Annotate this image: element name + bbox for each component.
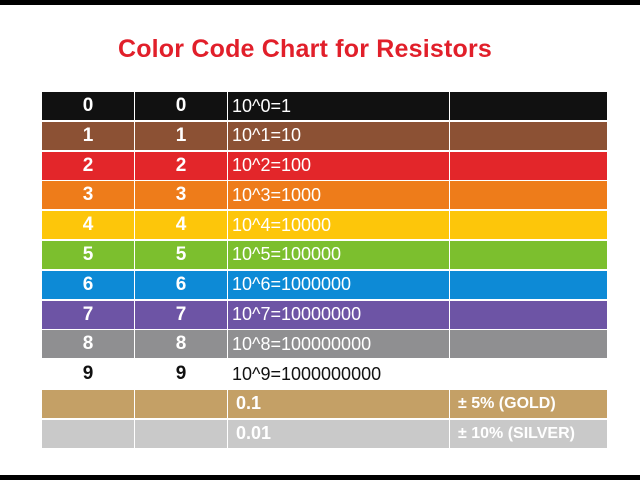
multiplier-cell: 10^3=1000 bbox=[228, 181, 450, 210]
multiplier-cell: 0.01 bbox=[228, 419, 450, 448]
digit-cell: 9 bbox=[82, 363, 94, 385]
table-row-silver: 0.01 ± 10% (SILVER) bbox=[42, 419, 607, 448]
multiplier-cell: 10^7=10000000 bbox=[228, 300, 450, 329]
significant-cell: 6 bbox=[135, 270, 228, 299]
digit-cell: 3 bbox=[42, 181, 135, 210]
significant-cell: 9 bbox=[175, 363, 187, 385]
tolerance-cell bbox=[450, 301, 607, 329]
multiplier-cell: 10^8=100000000 bbox=[228, 330, 450, 359]
table-row-blue: 6 6 10^6=1000000 bbox=[42, 270, 607, 299]
tolerance-cell bbox=[450, 360, 607, 388]
digit-cell: 6 bbox=[42, 270, 135, 299]
significant-cell: 7 bbox=[135, 300, 228, 329]
tolerance-cell bbox=[450, 211, 607, 239]
tolerance-cell bbox=[450, 122, 607, 150]
table-row-violet: 7 7 10^7=10000000 bbox=[42, 300, 607, 329]
significant-cell: 3 bbox=[135, 181, 228, 210]
multiplier-cell: 10^6=1000000 bbox=[228, 270, 450, 299]
multiplier-cell: 10^1=10 bbox=[228, 121, 450, 150]
multiplier-cell: 0.1 bbox=[228, 389, 450, 418]
digit-cell bbox=[42, 419, 135, 448]
page-title: Color Code Chart for Resistors bbox=[117, 35, 493, 63]
digit-cell: 7 bbox=[42, 300, 135, 329]
significant-cell: 1 bbox=[135, 121, 228, 150]
table-row-brown: 1 1 10^1=10 bbox=[42, 121, 607, 150]
tolerance-cell bbox=[450, 330, 607, 358]
significant-cell: 5 bbox=[135, 240, 228, 269]
multiplier-cell: 10^9=1000000000 bbox=[232, 363, 382, 384]
digit-cell: 0 bbox=[42, 92, 135, 120]
table-row-green: 5 5 10^5=100000 bbox=[42, 240, 607, 269]
tolerance-cell bbox=[450, 92, 607, 120]
table-row-orange: 3 3 10^3=1000 bbox=[42, 181, 607, 210]
significant-cell: 4 bbox=[135, 211, 228, 240]
tolerance-cell bbox=[450, 181, 607, 209]
digit-cell: 4 bbox=[42, 211, 135, 240]
digit-cell: 8 bbox=[42, 330, 135, 359]
multiplier-cell: 10^5=100000 bbox=[228, 240, 450, 269]
multiplier-cell: 10^0=1 bbox=[228, 92, 450, 120]
tolerance-cell bbox=[450, 271, 607, 299]
tolerance-cell: ± 10% (SILVER) bbox=[458, 424, 575, 442]
table-row-white: 9 9 10^9=1000000000 bbox=[42, 360, 607, 389]
significant-cell: 2 bbox=[135, 151, 228, 180]
table-row-gray: 8 8 10^8=100000000 bbox=[42, 330, 607, 359]
significant-cell: 0 bbox=[135, 92, 228, 120]
table-row-yellow: 4 4 10^4=10000 bbox=[42, 211, 607, 240]
multiplier-cell: 10^4=10000 bbox=[228, 211, 450, 240]
digit-cell bbox=[42, 389, 135, 418]
table-row-black: 0 0 10^0=1 bbox=[42, 92, 607, 120]
tolerance-cell bbox=[450, 152, 607, 180]
color-code-table: 0 0 10^0=1 1 1 10^1=10 2 2 10^2=100 3 3 … bbox=[42, 92, 607, 450]
significant-cell bbox=[135, 419, 228, 448]
tolerance-cell bbox=[450, 241, 607, 269]
digit-cell: 2 bbox=[42, 151, 135, 180]
chart-canvas: Color Code Chart for Resistors 0 0 10^0=… bbox=[0, 5, 640, 475]
table-row-red: 2 2 10^2=100 bbox=[42, 151, 607, 180]
significant-cell: 8 bbox=[135, 330, 228, 359]
significant-cell bbox=[135, 389, 228, 418]
table-row-gold: 0.1 ± 5% (GOLD) bbox=[42, 389, 607, 418]
multiplier-cell: 10^2=100 bbox=[228, 151, 450, 180]
digit-cell: 1 bbox=[42, 121, 135, 150]
digit-cell: 5 bbox=[42, 240, 135, 269]
tolerance-cell: ± 5% (GOLD) bbox=[458, 394, 556, 412]
